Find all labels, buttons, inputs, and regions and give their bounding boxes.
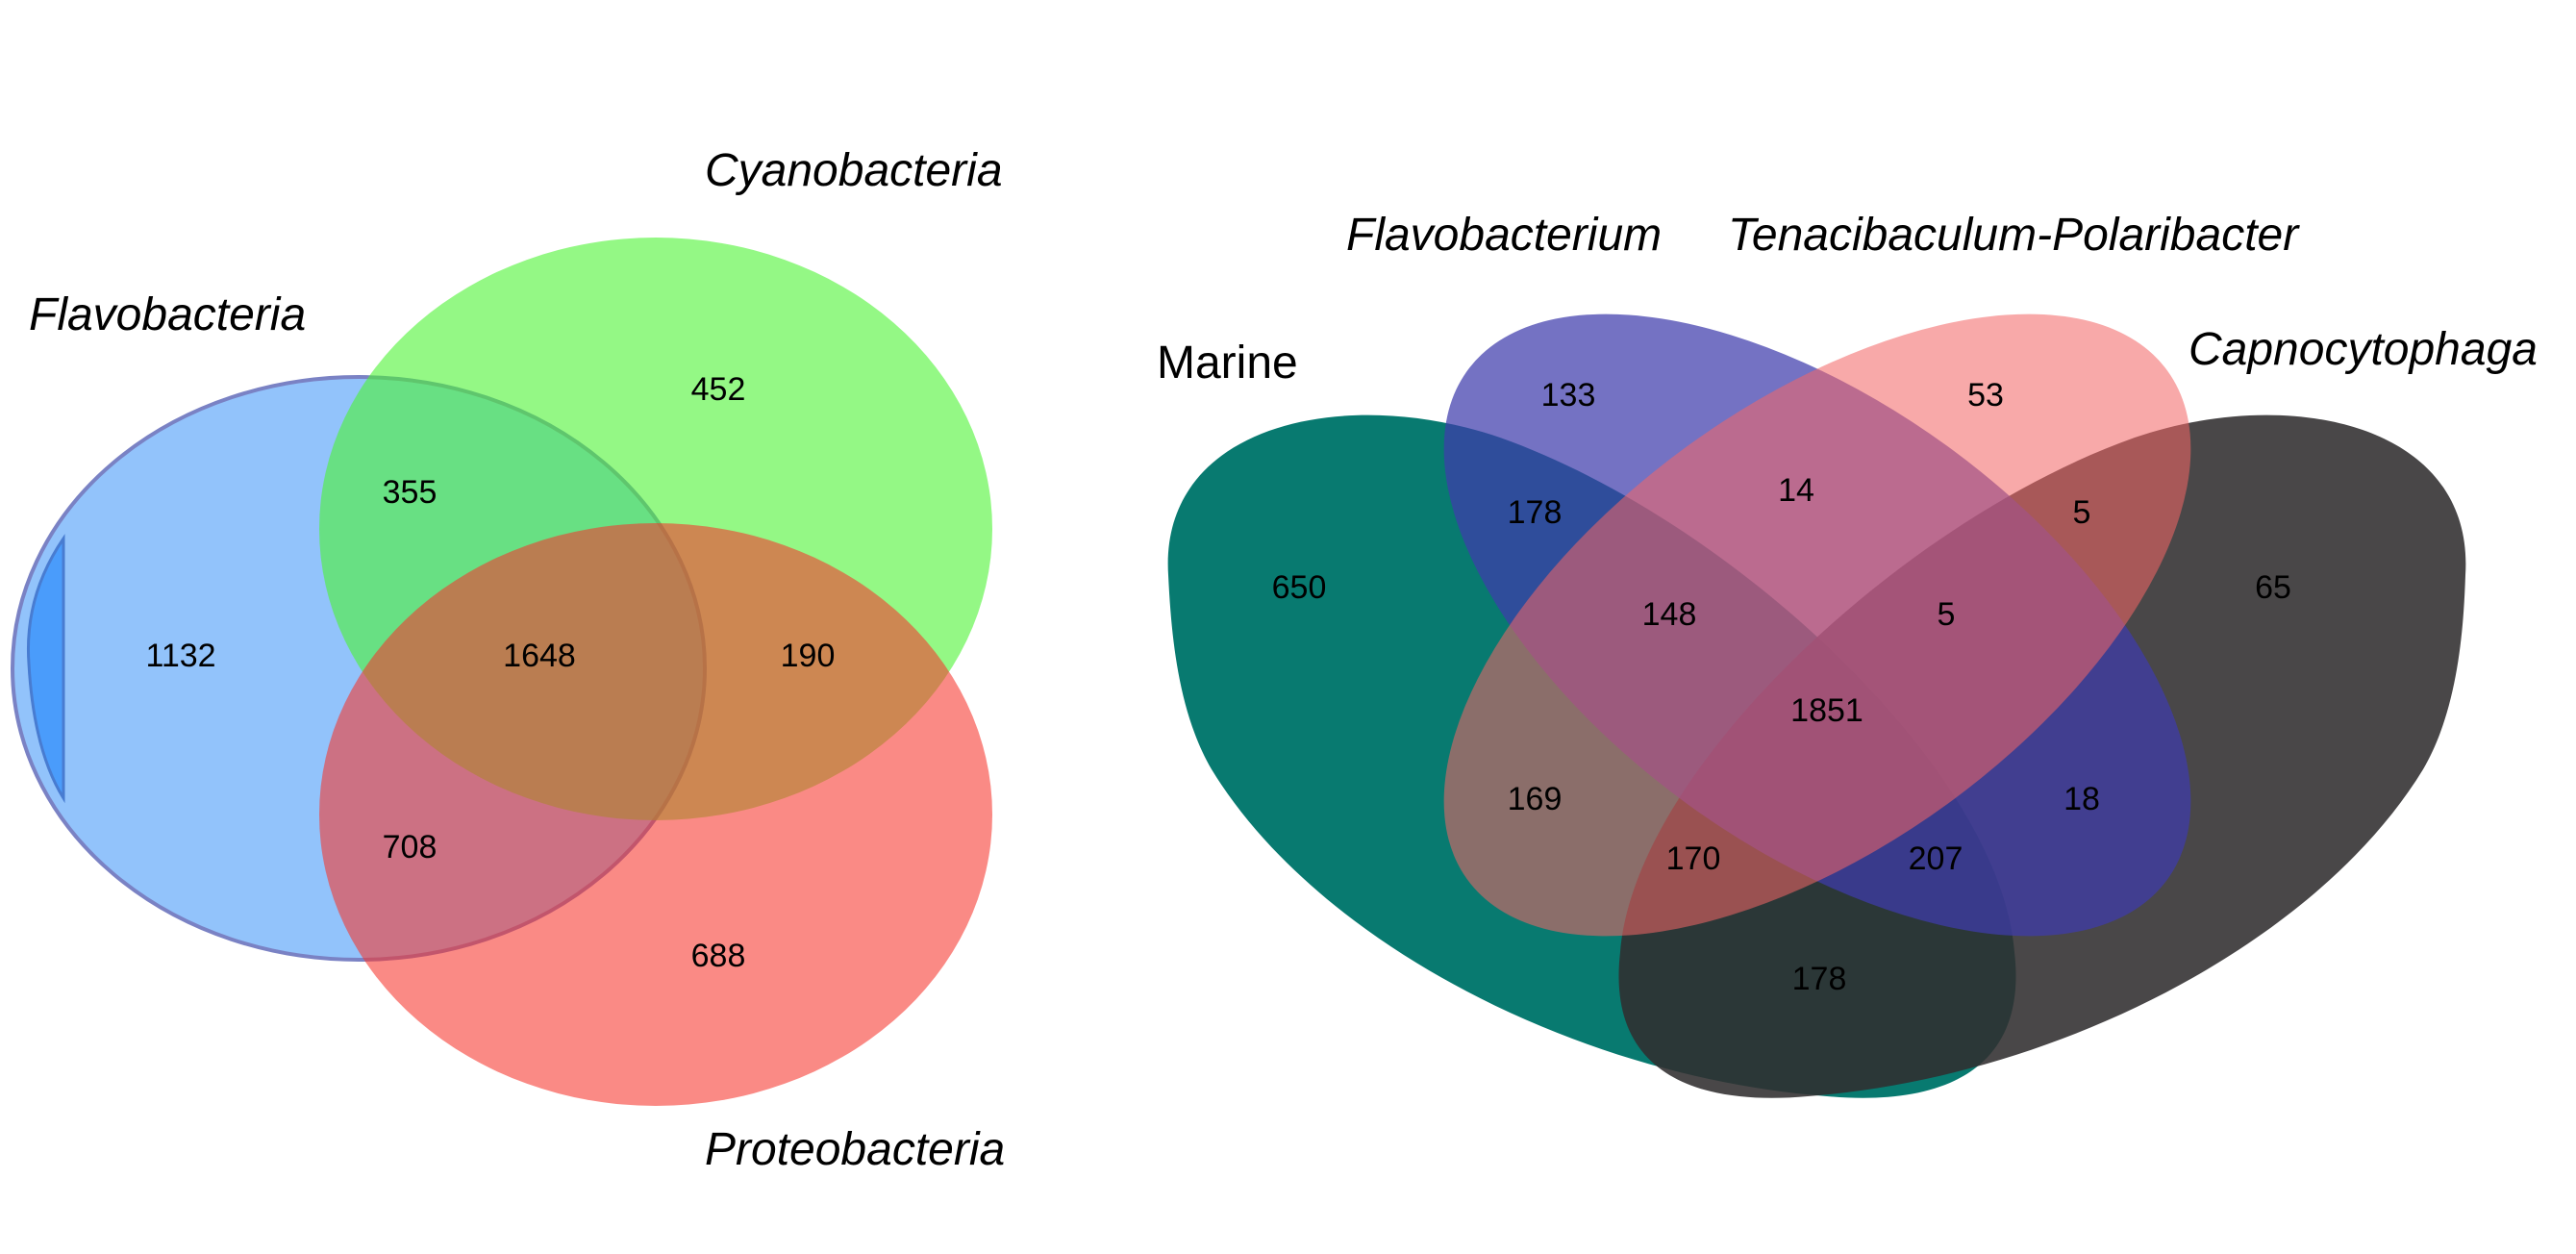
set-label-flavobacterium: Flavobacterium — [1346, 210, 1662, 261]
count-proteobacteria-only: 688 — [691, 938, 746, 974]
count-marine-flavobacterium-capnocytophaga: 207 — [1909, 840, 1963, 877]
count-marine-flavobacterium: 178 — [1508, 494, 1563, 531]
count-marine-capnocytophaga: 178 — [1792, 961, 1847, 997]
set-label-proteobacteria: Proteobacteria — [705, 1124, 1005, 1175]
count-flavobacteria-cyanobacteria: 355 — [383, 474, 438, 511]
count-marine-tenacibaculum-capnocytophaga: 170 — [1666, 840, 1721, 877]
count-cyanobacteria-only: 452 — [691, 371, 746, 408]
count-tenacibaculum-capnocytophaga: 5 — [2073, 494, 2091, 531]
count-tenacibaculum-polaribacter-only: 53 — [1967, 377, 2004, 414]
count-cyanobacteria-proteobacteria: 190 — [781, 638, 836, 674]
venn-diagram-four-sets: Marine Flavobacterium Tenacibaculum-Pola… — [1157, 210, 2538, 1098]
count-marine-flavobacterium-tenacibaculum: 148 — [1642, 596, 1697, 633]
count-capnocytophaga-only: 65 — [2255, 569, 2291, 606]
count-marine-only: 650 — [1272, 569, 1327, 606]
set-label-cyanobacteria: Cyanobacteria — [705, 145, 1003, 196]
set-ellipse-tenacibaculum-polaribacter — [1443, 314, 2191, 937]
venn-diagram-three-sets: Flavobacteria Cyanobacteria Proteobacter… — [11, 145, 1005, 1175]
count-all-four: 1851 — [1790, 692, 1863, 729]
set-label-flavobacteria: Flavobacteria — [29, 289, 306, 340]
count-marine-tenacibaculum: 169 — [1508, 781, 1563, 817]
count-flavobacteria-proteobacteria: 708 — [383, 829, 438, 865]
set-label-marine: Marine — [1157, 338, 1298, 389]
count-all-three: 1648 — [503, 638, 576, 674]
count-flavobacterium-only: 133 — [1541, 377, 1596, 414]
set-ellipse-proteobacteria — [319, 523, 992, 1106]
count-flavobacterium-capnocytophaga: 18 — [2063, 781, 2100, 817]
count-flavobacterium-tenacibaculum-capnocytophaga: 5 — [1938, 596, 1956, 633]
count-flavobacterium-tenacibaculum: 14 — [1778, 472, 1814, 509]
set-label-tenacibaculum-polaribacter: Tenacibaculum-Polaribacter — [1728, 210, 2300, 261]
count-flavobacteria-only: 1132 — [145, 638, 215, 674]
set-label-capnocytophaga: Capnocytophaga — [2188, 324, 2538, 375]
